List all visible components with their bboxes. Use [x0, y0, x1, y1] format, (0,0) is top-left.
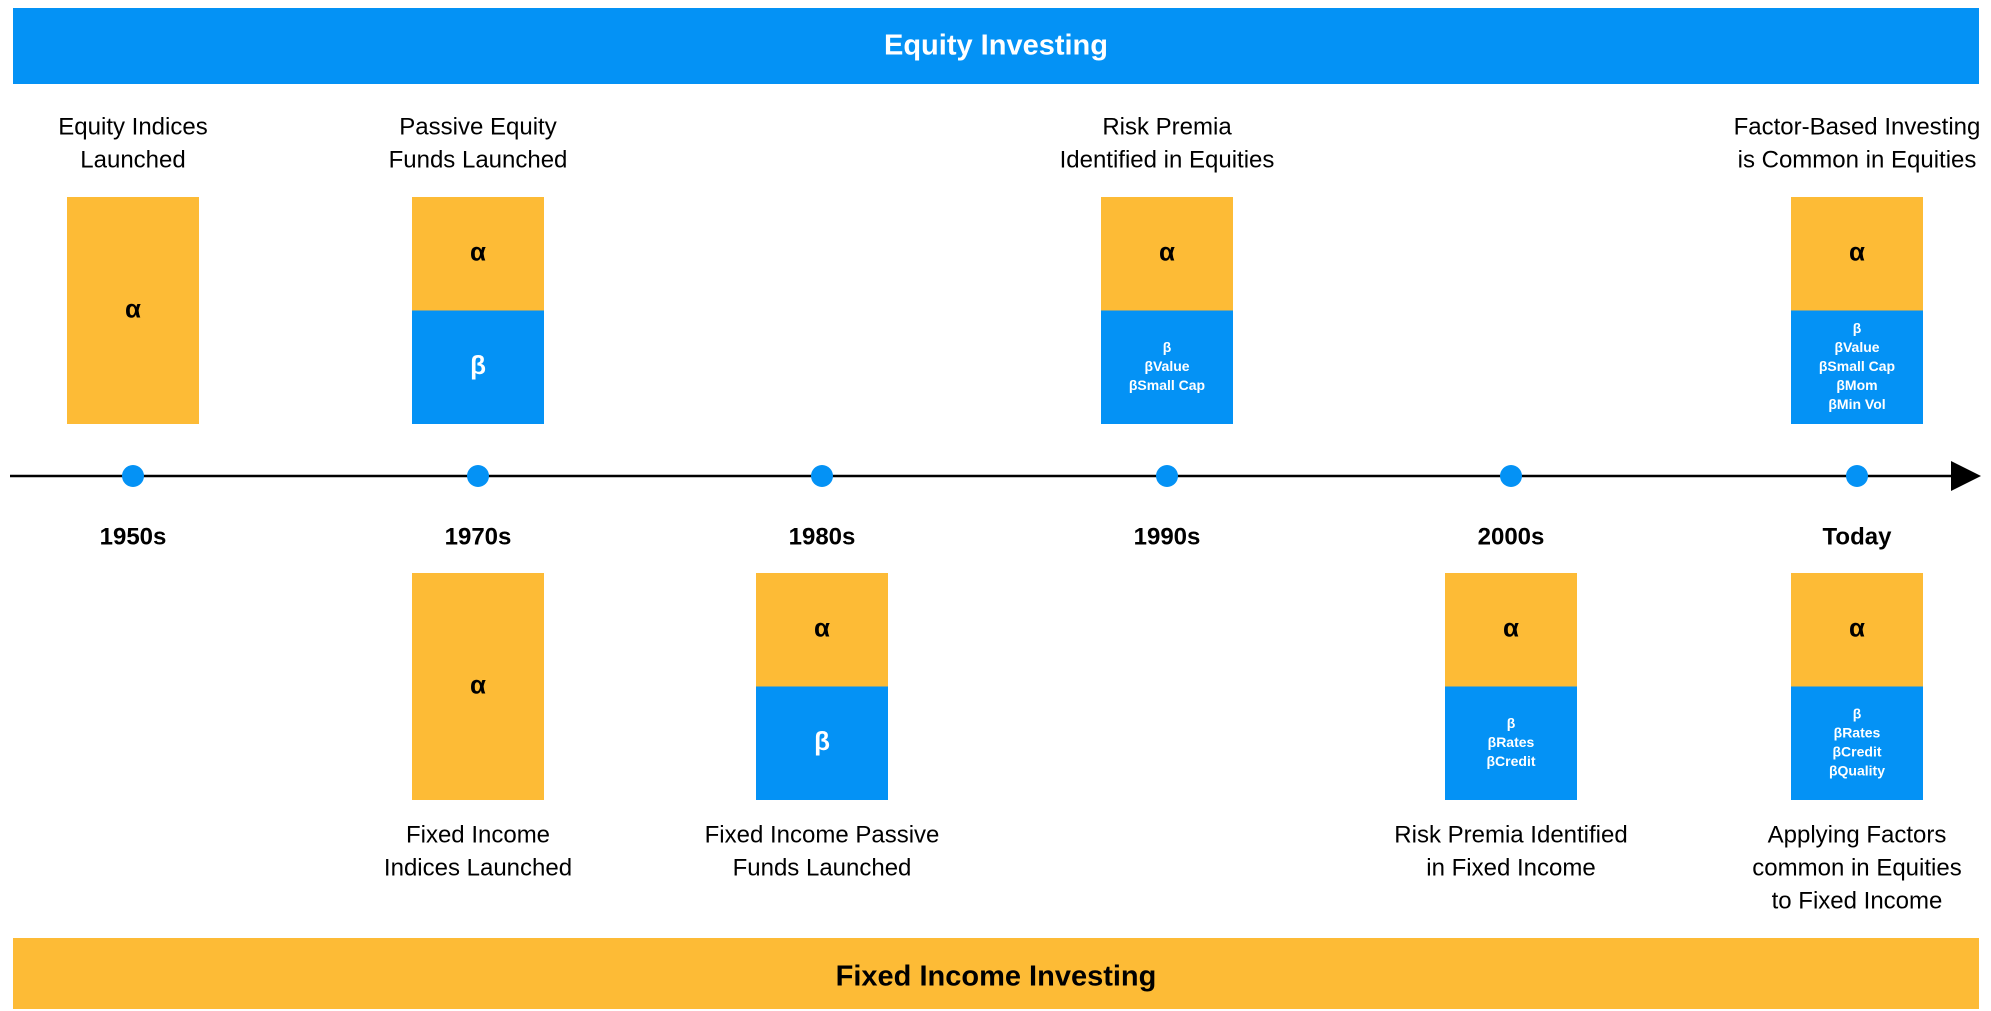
header-bar [13, 8, 1979, 84]
era-label: 2000s [1478, 523, 1545, 550]
era-dot [122, 465, 144, 487]
alpha-box [756, 573, 888, 687]
beta-label: βCredit [1487, 753, 1536, 769]
alpha-label: α [470, 237, 486, 267]
beta-label: β [1507, 715, 1516, 731]
beta-label: βValue [1834, 339, 1879, 355]
milestone-label: Equity Indices [58, 113, 207, 140]
beta-label: β [1163, 339, 1172, 355]
milestone-label: Risk Premia Identified [1394, 821, 1627, 848]
footer-bar [13, 938, 1979, 1009]
milestone-label: to Fixed Income [1772, 887, 1943, 914]
milestone-label: Funds Launched [389, 146, 568, 173]
beta-box [1101, 310, 1233, 424]
footer-title: Fixed Income Investing [836, 961, 1157, 993]
era-label: 1950s [100, 523, 167, 550]
milestone-label: Launched [80, 146, 185, 173]
milestone-label: Identified in Equities [1060, 146, 1275, 173]
milestone-label: Fixed Income [406, 821, 550, 848]
era-dot [467, 465, 489, 487]
beta-box [1791, 310, 1923, 424]
header-title: Equity Investing [884, 30, 1108, 62]
alpha-box [67, 197, 199, 424]
alpha-label: α [814, 613, 830, 643]
beta-label: βMin Vol [1828, 396, 1885, 412]
beta-label: βMom [1836, 377, 1877, 393]
alpha-box [412, 197, 544, 311]
era-label: 1990s [1134, 523, 1201, 550]
beta-label: βSmall Cap [1819, 358, 1895, 374]
beta-label: β [470, 350, 486, 380]
era-label: 1970s [445, 523, 512, 550]
beta-label: β [1853, 320, 1862, 336]
alpha-box [1791, 573, 1923, 687]
alpha-label: α [1159, 237, 1175, 267]
beta-box [412, 310, 544, 424]
alpha-label: α [125, 293, 141, 323]
era-label: Today [1823, 523, 1893, 550]
alpha-box [1445, 573, 1577, 687]
milestone-label: Funds Launched [733, 854, 912, 881]
alpha-label: α [470, 669, 486, 699]
alpha-box [412, 573, 544, 800]
alpha-label: α [1849, 237, 1865, 267]
era-dot [1156, 465, 1178, 487]
milestone-label: Indices Launched [384, 854, 572, 881]
beta-box [1791, 686, 1923, 800]
milestone-label: common in Equities [1752, 854, 1961, 881]
milestone-label: Passive Equity [399, 113, 556, 140]
beta-label: βRates [1834, 724, 1881, 740]
alpha-box [1101, 197, 1233, 311]
alpha-label: α [1849, 613, 1865, 643]
alpha-box [1791, 197, 1923, 311]
milestone-label: Applying Factors [1768, 821, 1947, 848]
beta-label: βValue [1144, 358, 1189, 374]
era-label: 1980s [789, 523, 856, 550]
beta-label: βSmall Cap [1129, 377, 1205, 393]
milestone-label: Risk Premia [1102, 113, 1232, 140]
beta-label: β [814, 726, 830, 756]
milestone-label: is Common in Equities [1738, 146, 1977, 173]
milestone-label: in Fixed Income [1426, 854, 1595, 881]
beta-label: βCredit [1833, 743, 1882, 759]
alpha-label: α [1503, 613, 1519, 643]
beta-box [1445, 686, 1577, 800]
era-dot [1846, 465, 1868, 487]
beta-label: β [1853, 705, 1862, 721]
beta-label: βQuality [1829, 762, 1885, 778]
milestone-label: Fixed Income Passive [705, 821, 940, 848]
beta-label: βRates [1488, 734, 1535, 750]
era-dot [811, 465, 833, 487]
milestone-label: Factor-Based Investing [1734, 113, 1981, 140]
era-dot [1500, 465, 1522, 487]
beta-box [756, 686, 888, 800]
